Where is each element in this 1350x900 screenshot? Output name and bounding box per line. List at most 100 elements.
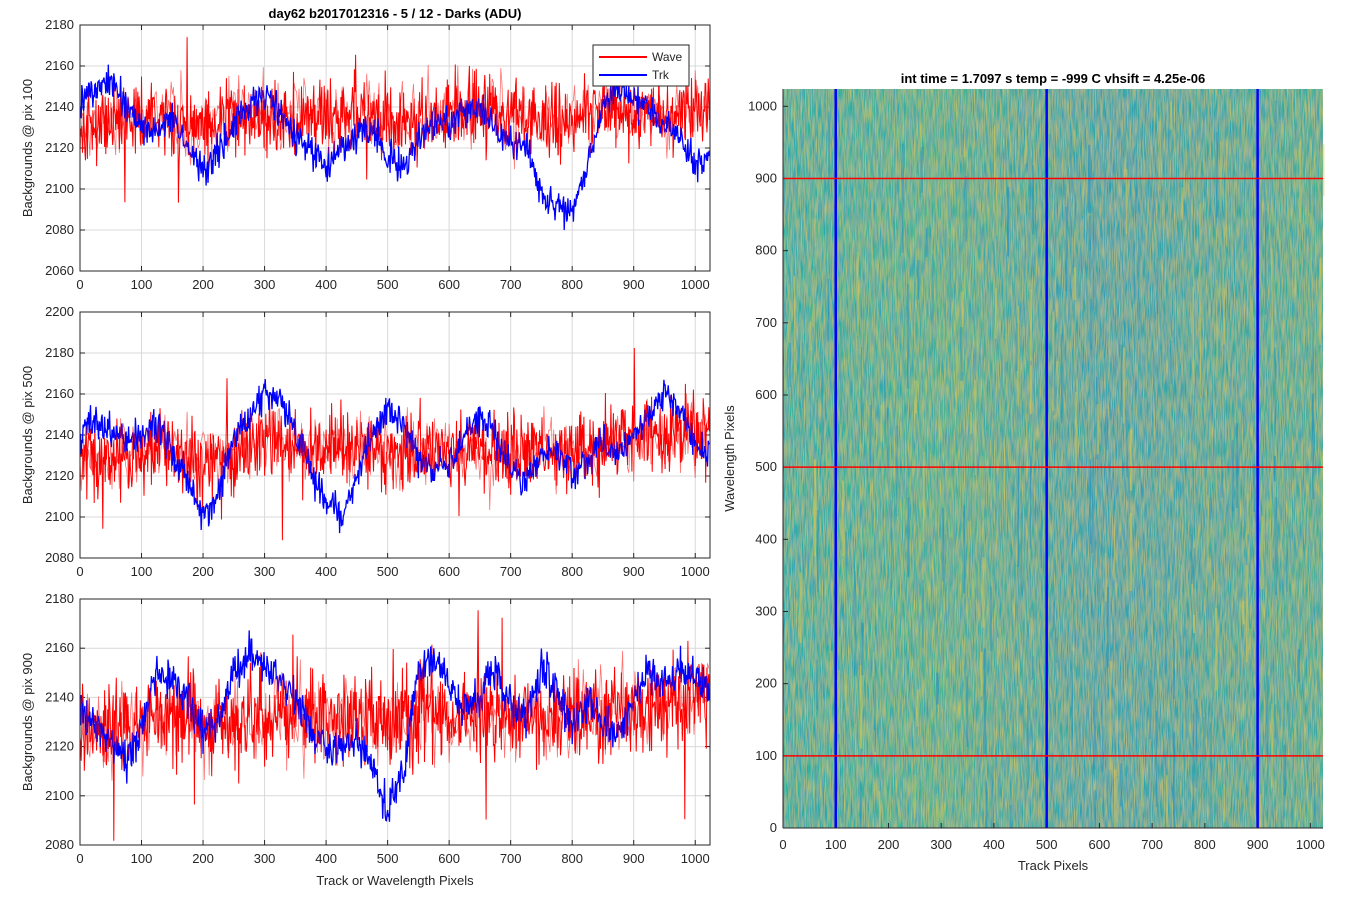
x-tick-label: 100 — [131, 277, 153, 292]
heatmap-streak — [1202, 716, 1206, 780]
heatmap-streak — [1225, 142, 1227, 247]
heatmap-streak — [1135, 159, 1137, 214]
x-tick-label: 900 — [1247, 837, 1269, 852]
series-wave-line-overlay — [80, 393, 710, 511]
heatmap-streak — [861, 622, 864, 676]
heatmap-streak — [1073, 647, 1075, 743]
y-tick-label: 500 — [755, 459, 777, 474]
heatmap-streak — [974, 379, 977, 476]
heatmap-streak — [1026, 413, 1028, 482]
heatmap-streak — [873, 730, 876, 757]
heatmap-streak — [816, 399, 818, 421]
heatmap-streak — [1093, 790, 1097, 828]
heatmap-streak — [963, 157, 965, 237]
series-wave-line — [80, 37, 710, 203]
heatmap-streak — [1235, 423, 1239, 508]
plot-frame — [79, 598, 711, 846]
heatmap-streak — [1288, 673, 1290, 737]
heatmap-streak — [907, 283, 909, 389]
heatmap-streak — [1075, 391, 1077, 471]
heatmap-streak — [1294, 247, 1297, 291]
heatmap-streak — [1102, 725, 1104, 772]
y-tick-label: 1000 — [748, 98, 777, 113]
heatmap-streak — [878, 791, 881, 828]
heatmap-streak — [1100, 797, 1102, 822]
heatmap-streak — [861, 356, 863, 398]
heatmap-streak — [1321, 456, 1323, 518]
heatmap-streak — [1060, 334, 1063, 424]
heatmap-streak — [854, 571, 857, 676]
heatmap-streak — [1116, 686, 1118, 777]
y-tick-label: 2120 — [45, 140, 74, 155]
heatmap-streak — [855, 723, 857, 760]
y-tick-label: 2120 — [45, 739, 74, 754]
heatmap-streak — [1308, 176, 1311, 213]
heatmap-streak — [916, 689, 919, 727]
heatmap-streak — [1125, 419, 1128, 478]
x-tick-label: 100 — [131, 851, 153, 866]
heatmap-streak — [917, 260, 920, 300]
y-tick-label: 2140 — [45, 99, 74, 114]
heatmap-streak — [1089, 299, 1093, 350]
x-axis-label: Track or Wavelength Pixels — [316, 873, 474, 888]
heatmap-streak — [1284, 817, 1286, 828]
heatmap-streak — [1297, 821, 1300, 828]
x-tick-label: 700 — [500, 564, 522, 579]
x-tick-label: 700 — [500, 851, 522, 866]
heatmap-streak — [1248, 628, 1252, 650]
heatmap-streak — [1009, 804, 1012, 828]
heatmap-streak — [1026, 705, 1029, 790]
y-tick-label: 2180 — [45, 591, 74, 606]
heatmap-streak — [1030, 617, 1033, 678]
heatmap-streak — [996, 637, 999, 666]
heatmap-streak — [949, 238, 952, 322]
heatmap-streak — [830, 650, 833, 749]
x-tick-label: 300 — [254, 277, 276, 292]
heatmap-streak — [1129, 513, 1133, 591]
heatmap-streak — [1122, 347, 1125, 424]
x-tick-label: 1000 — [1296, 837, 1325, 852]
heatmap-streak — [1052, 311, 1055, 411]
x-tick-label: 600 — [1089, 837, 1111, 852]
y-tick-label: 2200 — [45, 304, 74, 319]
x-tick-label: 900 — [623, 564, 645, 579]
heatmap-streak — [1253, 464, 1256, 512]
heatmap-streak — [1275, 497, 1278, 595]
heatmap-streak — [1073, 130, 1076, 152]
x-tick-label: 1000 — [681, 277, 710, 292]
x-tick-label: 900 — [623, 851, 645, 866]
heatmap-streak — [1098, 539, 1100, 603]
x-tick-label: 400 — [315, 277, 337, 292]
heatmap-streak — [915, 380, 917, 414]
heatmap-streak — [1096, 376, 1098, 460]
heatmap-streak — [936, 793, 938, 828]
heatmap-streak — [964, 175, 968, 242]
series-wave-line — [80, 347, 710, 541]
heatmap-streak — [896, 425, 898, 517]
y-tick-label: 300 — [755, 603, 777, 618]
heatmap-streak — [1065, 207, 1068, 292]
x-tick-label: 800 — [1194, 837, 1216, 852]
heatmap-streak — [1091, 457, 1094, 553]
y-tick-label: 900 — [755, 170, 777, 185]
heatmap-streak — [923, 451, 925, 542]
heatmap-streak — [1274, 704, 1277, 739]
x-tick-label: 100 — [825, 837, 847, 852]
heatmap-streaks — [784, 93, 1325, 828]
heatmap-streak — [1071, 671, 1073, 754]
y-axis-label: Wavelength Pixels — [722, 405, 737, 512]
x-tick-label: 500 — [377, 851, 399, 866]
heatmap-streak — [1195, 699, 1198, 788]
plot-frame — [79, 311, 711, 559]
heatmap-streak — [1206, 494, 1209, 561]
heatmap-streak — [812, 269, 815, 327]
heatmap-streak — [1090, 160, 1093, 182]
heatmap-streak — [1024, 121, 1027, 164]
heatmap-streak — [1274, 100, 1277, 124]
heatmap-streak — [884, 354, 886, 444]
heatmap-streak — [1261, 516, 1264, 590]
heatmap-streak — [966, 676, 969, 747]
y-tick-label: 2120 — [45, 468, 74, 483]
heatmap-streak — [1032, 165, 1034, 235]
